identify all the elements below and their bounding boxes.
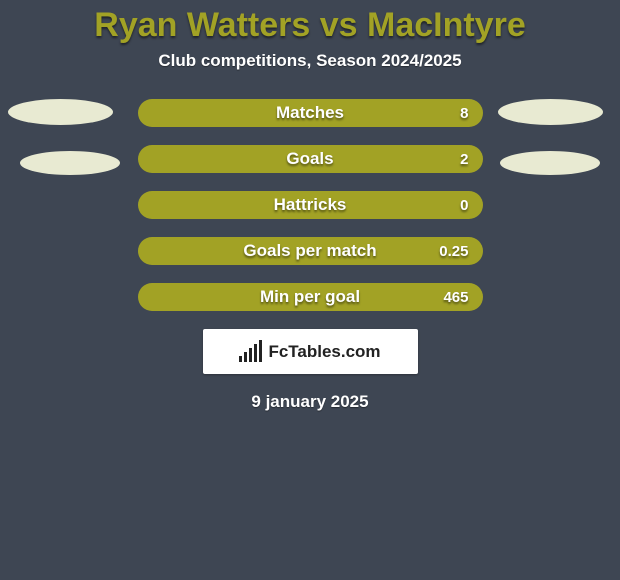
stat-label: Matches (276, 103, 344, 123)
player-ellipse (8, 99, 113, 125)
stat-value: 0.25 (439, 243, 468, 260)
snapshot-date: 9 january 2025 (0, 392, 620, 412)
stat-row: Goals 2 (138, 145, 483, 173)
stat-row: Min per goal 465 (138, 283, 483, 311)
subtitle: Club competitions, Season 2024/2025 (0, 51, 620, 71)
player-ellipse (20, 151, 120, 175)
stat-row: Hattricks 0 (138, 191, 483, 219)
stat-row: Goals per match 0.25 (138, 237, 483, 265)
stat-value: 465 (443, 289, 468, 306)
stat-value: 2 (460, 151, 468, 168)
stat-label: Goals per match (243, 241, 376, 261)
stat-label: Min per goal (260, 287, 360, 307)
stat-row: Matches 8 (138, 99, 483, 127)
player-ellipse (500, 151, 600, 175)
comparison-title: Ryan Watters vs MacIntyre (0, 0, 620, 45)
logo-text: FcTables.com (268, 342, 380, 362)
stat-label: Hattricks (274, 195, 347, 215)
player-ellipse (498, 99, 603, 125)
fctables-logo: FcTables.com (203, 329, 418, 374)
stats-container: Matches 8 Goals 2 Hattricks 0 Goals per match 0… (0, 99, 620, 311)
stat-label: Goals (286, 149, 333, 169)
stat-value: 8 (460, 105, 468, 122)
bar-chart-icon (239, 342, 262, 362)
stat-value: 0 (460, 197, 468, 214)
